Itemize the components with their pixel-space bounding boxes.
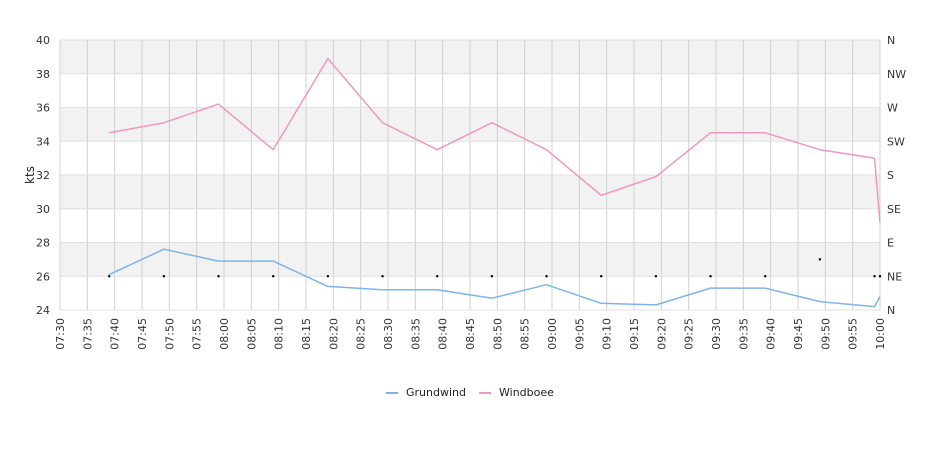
legend-item-grundwind[interactable]: Grundwind bbox=[386, 386, 466, 399]
y2-tick-label: S bbox=[887, 169, 894, 182]
legend[interactable]: Grundwind Windboee bbox=[386, 386, 554, 399]
direction-marker bbox=[654, 275, 658, 278]
y2-tick-label: W bbox=[887, 102, 898, 115]
y-axis-left: 24 26 28 30 32 34 36 38 40 bbox=[36, 34, 50, 317]
x-tick-label: 09:00 bbox=[546, 318, 559, 350]
series-line-windboee[interactable] bbox=[109, 57, 881, 223]
y-axis-right: N NE E SE S SW W NW N bbox=[887, 34, 906, 317]
x-tick-label: 09:50 bbox=[819, 318, 832, 350]
x-tick-label: 08:15 bbox=[300, 318, 313, 350]
y2-tick-label: NE bbox=[887, 270, 902, 283]
y2-tick-label: E bbox=[887, 237, 894, 250]
x-tick-label: 08:25 bbox=[355, 318, 368, 350]
x-tick-label: 08:50 bbox=[491, 318, 504, 350]
horizontal-gridlines bbox=[60, 39, 880, 311]
x-tick-label: 09:30 bbox=[710, 318, 723, 350]
x-tick-label: 07:40 bbox=[109, 318, 122, 350]
x-tick-label: 09:15 bbox=[628, 318, 641, 350]
x-tick-label: 07:30 bbox=[54, 318, 67, 350]
x-tick-label: 09:20 bbox=[655, 318, 668, 350]
x-tick-label: 08:10 bbox=[273, 318, 286, 350]
x-axis: 07:30 07:35 07:40 07:45 07:50 07:55 08:00 08:05… bbox=[54, 318, 887, 350]
y-axis-label: kts bbox=[23, 166, 37, 184]
y-tick-label: 26 bbox=[36, 270, 50, 283]
direction-marker bbox=[818, 258, 822, 261]
x-tick-label: 09:05 bbox=[573, 318, 586, 350]
direction-markers bbox=[108, 258, 882, 278]
x-tick-label: 07:50 bbox=[163, 318, 176, 350]
direction-marker bbox=[162, 275, 166, 278]
y-tick-label: 38 bbox=[36, 68, 50, 81]
x-tick-label: 09:55 bbox=[847, 318, 860, 350]
y-tick-label: 34 bbox=[36, 135, 50, 148]
legend-label: Grundwind bbox=[406, 386, 466, 399]
x-tick-label: 08:05 bbox=[245, 318, 258, 350]
y2-tick-label: N bbox=[887, 34, 895, 47]
x-tick-label: 08:20 bbox=[327, 318, 340, 350]
y-tick-label: 24 bbox=[36, 304, 50, 317]
direction-marker bbox=[764, 275, 767, 278]
series-lines bbox=[108, 57, 881, 308]
x-tick-label: 10:00 bbox=[874, 318, 887, 350]
direction-marker bbox=[878, 275, 882, 278]
direction-marker bbox=[490, 275, 494, 278]
x-tick-label: 08:35 bbox=[409, 318, 422, 350]
y2-tick-label: N bbox=[887, 304, 895, 317]
x-tick-label: 08:30 bbox=[382, 318, 395, 350]
y-tick-label: 30 bbox=[36, 203, 50, 216]
x-tick-label: 09:35 bbox=[737, 318, 750, 350]
x-tick-label: 08:45 bbox=[464, 318, 477, 350]
direction-marker bbox=[217, 275, 220, 278]
y-tick-label: 28 bbox=[36, 237, 50, 250]
legend-label: Windboee bbox=[499, 386, 554, 399]
direction-marker bbox=[326, 275, 330, 278]
y2-tick-label: SE bbox=[887, 203, 901, 216]
x-tick-label: 09:40 bbox=[765, 318, 778, 350]
x-tick-label: 07:35 bbox=[81, 318, 94, 350]
series-line-grundwind[interactable] bbox=[108, 248, 881, 308]
x-tick-label: 07:45 bbox=[136, 318, 149, 350]
y-tick-label: 36 bbox=[36, 102, 50, 115]
y-tick-label: 40 bbox=[36, 34, 50, 47]
direction-marker bbox=[545, 275, 548, 278]
direction-marker bbox=[108, 275, 111, 278]
legend-item-windboee[interactable]: Windboee bbox=[479, 386, 554, 399]
y-tick-label: 32 bbox=[36, 169, 50, 182]
direction-marker bbox=[381, 275, 384, 278]
x-tick-label: 07:55 bbox=[191, 318, 204, 350]
direction-marker bbox=[436, 275, 439, 278]
x-tick-label: 09:45 bbox=[792, 318, 805, 350]
x-tick-label: 08:55 bbox=[519, 318, 532, 350]
direction-marker bbox=[709, 275, 712, 278]
x-tick-label: 09:10 bbox=[601, 318, 614, 350]
x-tick-label: 08:00 bbox=[218, 318, 231, 350]
y2-tick-label: SW bbox=[887, 135, 905, 148]
direction-marker bbox=[272, 275, 275, 278]
x-tick-label: 08:40 bbox=[437, 318, 450, 350]
direction-marker bbox=[600, 275, 603, 278]
direction-marker bbox=[873, 275, 876, 278]
x-tick-label: 09:25 bbox=[683, 318, 696, 350]
y2-tick-label: NW bbox=[887, 68, 906, 81]
